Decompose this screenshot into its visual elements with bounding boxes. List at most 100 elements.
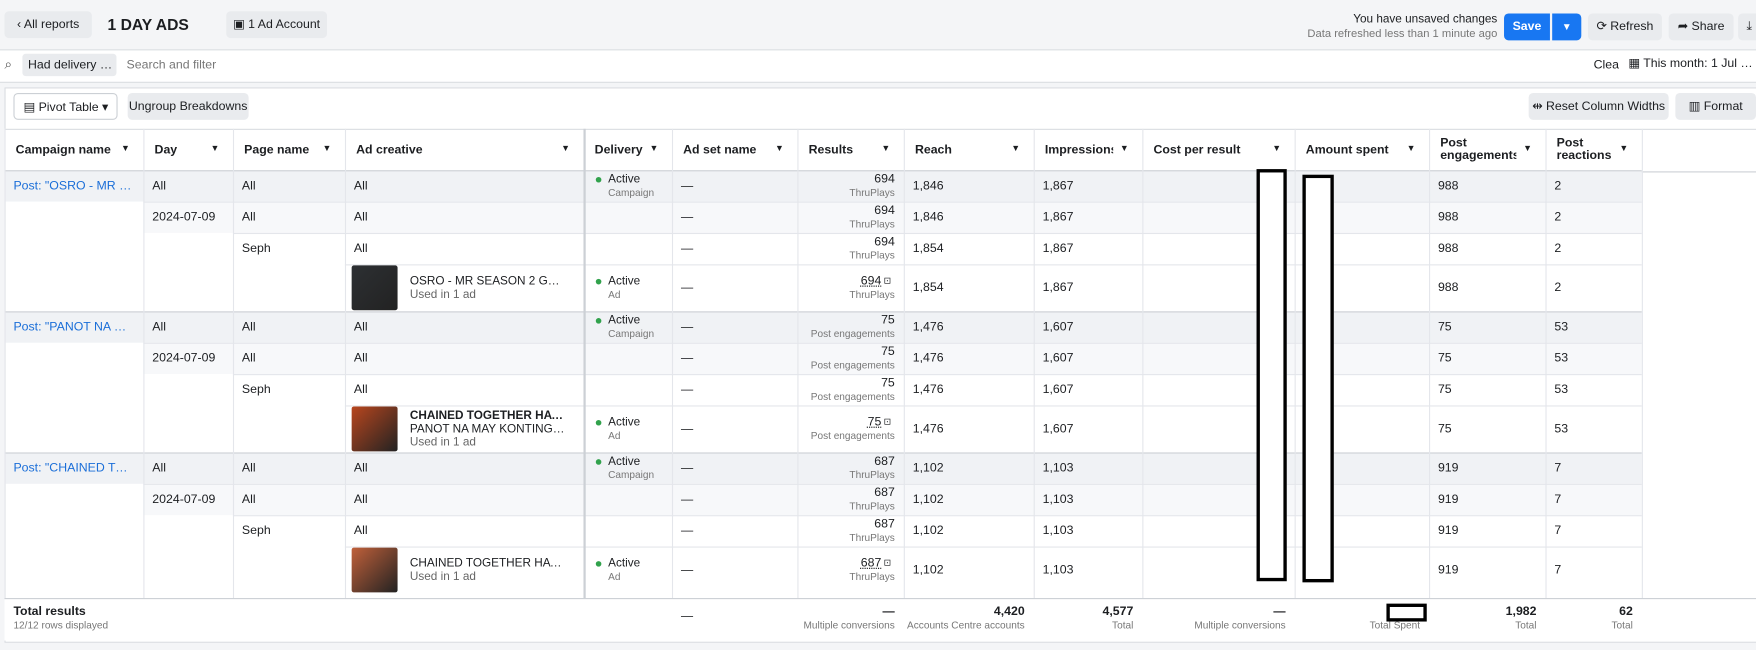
result-unit: ThruPlays xyxy=(849,469,895,481)
column-header[interactable]: Delivery xyxy=(594,142,643,157)
result-unit: Post engagements xyxy=(810,359,895,371)
column-header[interactable]: Impressions xyxy=(1044,142,1114,157)
info-icon: ⊡ xyxy=(883,557,892,568)
reach-cell: 1,102 xyxy=(912,563,944,577)
column-header[interactable]: Amount spent xyxy=(1305,142,1389,157)
ad_set-cell: — xyxy=(680,281,694,295)
ad_set-cell: — xyxy=(680,383,694,397)
reactions-cell: 7 xyxy=(1554,524,1562,538)
row xyxy=(232,232,1642,265)
column-header[interactable]: Cost per result xyxy=(1153,142,1241,157)
ad_set-cell: — xyxy=(680,461,694,475)
ungroup-button[interactable]: Ungroup Breakdowns xyxy=(127,92,249,120)
engagements-cell: 75 xyxy=(1437,422,1452,436)
column-divider xyxy=(232,128,235,640)
creative-cell: All xyxy=(353,492,368,507)
sort-caret: ▼ xyxy=(881,143,891,154)
result-unit: ThruPlays xyxy=(849,571,895,583)
page-cell: All xyxy=(241,492,256,507)
delivery-level: Campaign xyxy=(608,469,655,481)
column-header[interactable]: Ad creative xyxy=(356,142,423,157)
column-header[interactable]: Reach xyxy=(914,142,952,157)
result-unit: ThruPlays xyxy=(849,249,895,261)
reactions-cell: 53 xyxy=(1554,351,1569,366)
reach-cell: 1,102 xyxy=(912,492,944,507)
column-header[interactable]: Post engagements xyxy=(1440,136,1517,163)
column-header[interactable]: Post reactions xyxy=(1556,136,1612,163)
view-select[interactable]: ▤ Pivot Table ▾ xyxy=(13,92,118,120)
ad_set-cell: — xyxy=(680,320,694,334)
sort-caret: ▼ xyxy=(561,143,570,154)
thumbnail xyxy=(351,265,398,311)
result-unit: ThruPlays xyxy=(849,288,895,301)
ad_set-cell: — xyxy=(680,524,694,538)
refresh-button[interactable]: ⟳ Refresh xyxy=(1588,13,1662,41)
impressions-cell: 1,103 xyxy=(1042,524,1074,538)
reach-cell: 1,476 xyxy=(912,351,944,366)
save-button[interactable]: Save xyxy=(1504,13,1550,41)
page-cell: All xyxy=(241,461,256,475)
day-cell: All xyxy=(152,179,167,193)
total-reach-unit: Accounts Centre accounts xyxy=(907,619,1025,631)
total-cost: — xyxy=(1273,604,1286,619)
engagements-cell: 919 xyxy=(1437,563,1459,577)
reach-cell: 1,102 xyxy=(912,524,944,538)
column-header[interactable]: Day xyxy=(154,142,178,157)
creative-cell: All xyxy=(353,320,368,334)
status-dot xyxy=(595,561,602,567)
column-header[interactable]: Ad set name xyxy=(683,142,757,157)
column-header[interactable]: Results xyxy=(808,142,854,157)
impressions-cell: 1,103 xyxy=(1042,492,1074,507)
delivery-level: Ad xyxy=(608,430,621,442)
column-divider xyxy=(1428,128,1431,640)
save-dropdown[interactable]: ▼ xyxy=(1552,13,1582,41)
reactions-cell: 2 xyxy=(1554,179,1562,193)
reach-cell: 1,102 xyxy=(912,461,944,475)
campaign-cell[interactable]: Post: "OSRO - MR SEAS... xyxy=(13,179,134,193)
row xyxy=(4,170,1642,202)
column-header[interactable]: Campaign name xyxy=(15,142,111,157)
share-button[interactable]: ➦ Share xyxy=(1668,13,1734,41)
row xyxy=(4,311,1642,343)
page-cell: Seph xyxy=(241,241,271,256)
sort-caret: ▼ xyxy=(210,143,220,154)
status-dot xyxy=(595,318,602,324)
result-value: 687 xyxy=(874,454,895,469)
ad_set-cell: — xyxy=(680,492,694,507)
status-dot xyxy=(595,278,602,285)
delivery-status: Active xyxy=(608,274,641,288)
impressions-cell: 1,607 xyxy=(1042,422,1074,436)
account-button[interactable]: ▣ 1 Ad Account xyxy=(226,11,328,39)
creative-cell: All xyxy=(353,524,368,538)
column-header[interactable]: Page name xyxy=(244,142,310,157)
thumbnail xyxy=(351,547,398,593)
creative-title: CHAINED TOGETHER HATDUG... xyxy=(409,408,567,423)
reactions-cell: 2 xyxy=(1554,241,1562,256)
date-picker[interactable]: ▦ This month: 1 Jul 2024 xyxy=(1619,51,1756,77)
result-value: 75 xyxy=(881,376,895,390)
total-engagements-unit: Total xyxy=(1515,619,1537,631)
creative-title: CHAINED TOGETHER HATDUG... xyxy=(409,556,567,571)
creative-cell: All xyxy=(353,351,368,366)
day-cell: All xyxy=(152,461,167,475)
format-button[interactable]: ▥ Format xyxy=(1675,92,1756,120)
reach-cell: 1,476 xyxy=(912,422,944,436)
campaign-cell[interactable]: Post: "PANOT NA MAY ... xyxy=(13,320,134,334)
result-unit: Post engagements xyxy=(810,430,895,442)
engagements-cell: 988 xyxy=(1437,179,1459,193)
filter-chip[interactable]: Had delivery ✕ xyxy=(22,53,117,77)
total-row xyxy=(4,598,1756,641)
column-divider xyxy=(1545,128,1547,640)
row xyxy=(143,342,1642,375)
impressions-cell: 1,867 xyxy=(1042,179,1074,193)
campaign-cell[interactable]: Post: "CHAINED TOGET... xyxy=(13,461,135,475)
reactions-cell: 2 xyxy=(1554,281,1562,295)
total-ad-set: — xyxy=(680,609,694,623)
ad_set-cell: — xyxy=(680,422,694,436)
result-unit: Post engagements xyxy=(810,328,895,340)
column-divider xyxy=(583,128,586,640)
back-button[interactable]: ‹ All reports xyxy=(4,11,92,39)
reset-widths-button[interactable]: ⇹ Reset Column Widths xyxy=(1528,92,1669,120)
export-button[interactable]: ⤓ xyxy=(1738,13,1756,41)
result-unit: ThruPlays xyxy=(849,531,895,544)
